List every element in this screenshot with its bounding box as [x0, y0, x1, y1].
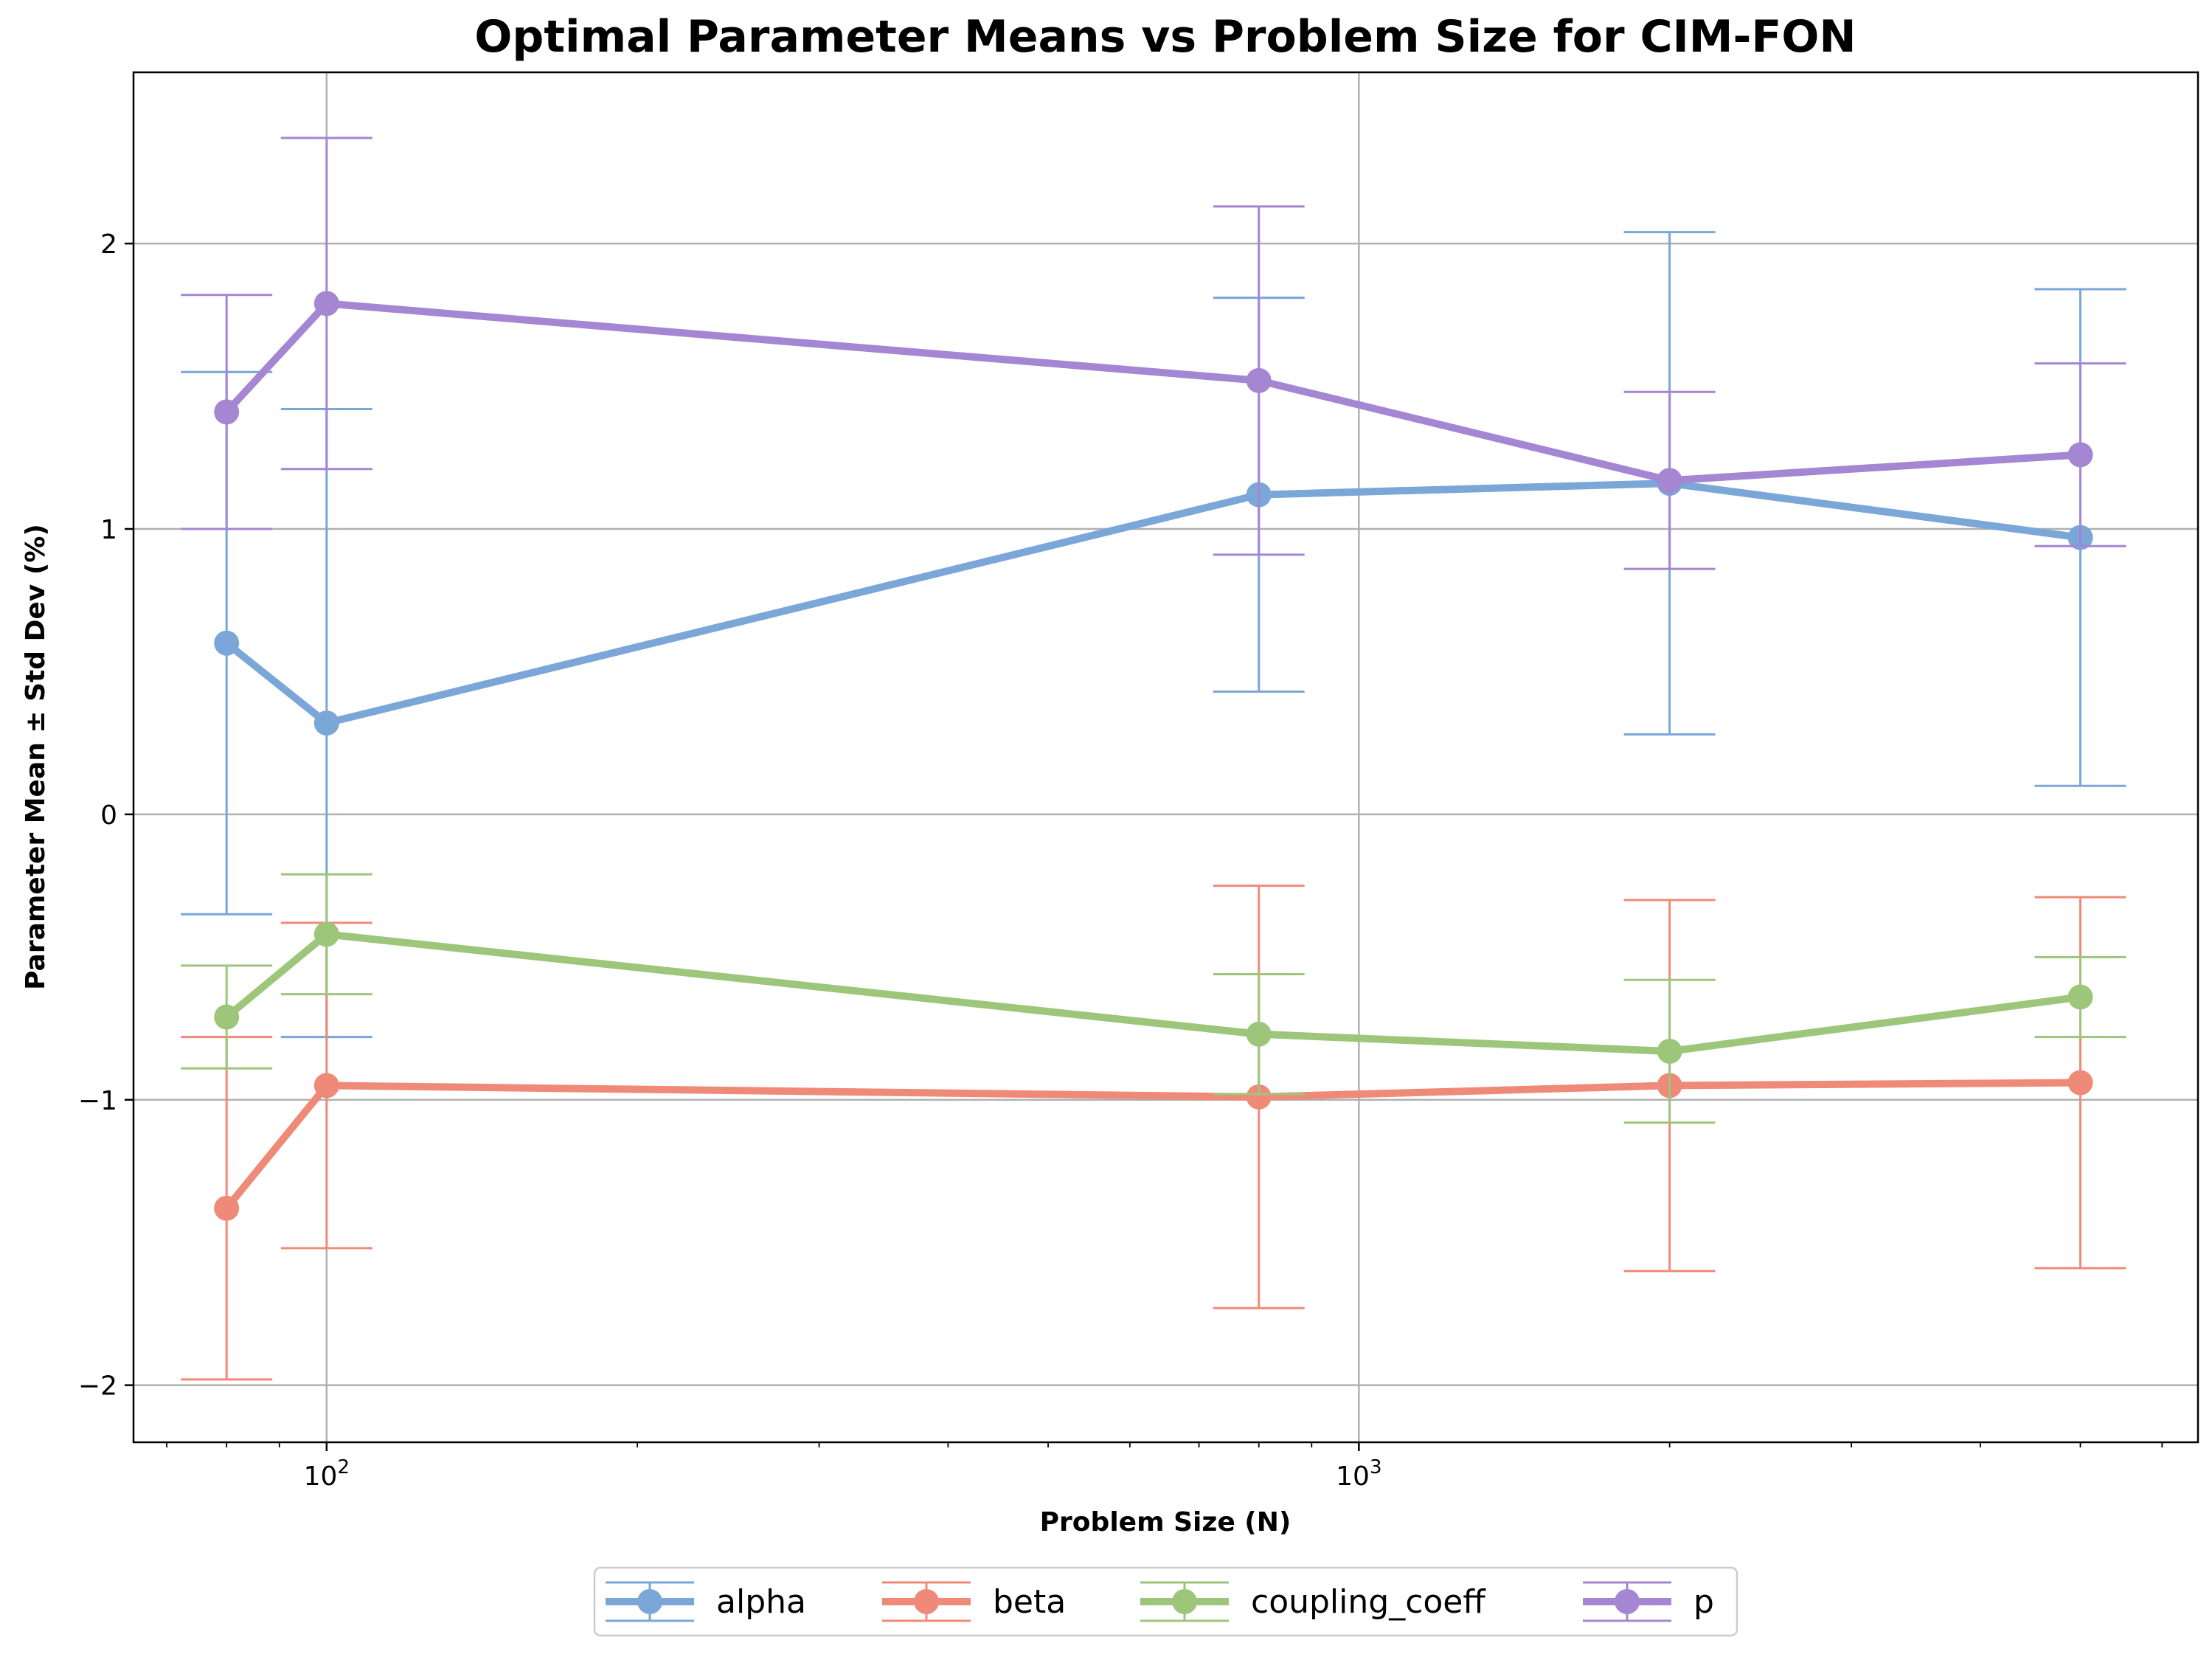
marker-beta: [313, 1073, 339, 1098]
series-p: [181, 136, 2126, 570]
y-tick-label: −1: [78, 1086, 117, 1116]
y-tick-label: 1: [100, 515, 117, 545]
marker-beta: [1246, 1084, 1272, 1110]
grid-layer: [134, 72, 2198, 1442]
x-axis-label: Problem Size (N): [1040, 1507, 1292, 1537]
legend-marker-coupling_coeff: [1172, 1589, 1197, 1614]
marker-p: [1246, 367, 1272, 393]
marker-alpha: [214, 630, 240, 656]
line-beta: [223, 1079, 2084, 1212]
y-axis-label: Parameter Mean ± Std Dev (%): [21, 524, 51, 990]
y-tick-label: 0: [100, 800, 117, 831]
series-coupling_coeff: [181, 873, 2126, 1124]
chart-title: Optimal Parameter Means vs Problem Size …: [474, 11, 1856, 63]
line-coupling_coeff: [223, 930, 2084, 1055]
x-tick-label: 102: [304, 1456, 350, 1492]
marker-coupling_coeff: [214, 1004, 240, 1030]
marker-p: [1657, 468, 1682, 494]
marker-coupling_coeff: [1246, 1021, 1272, 1047]
y-tick-label: 2: [100, 229, 117, 260]
marker-beta: [2067, 1070, 2093, 1096]
legend-marker-beta: [914, 1589, 939, 1614]
marker-coupling_coeff: [1657, 1038, 1682, 1064]
line-alpha: [223, 480, 2084, 727]
legend-marker-p: [1615, 1589, 1640, 1614]
tick-layer: −2 −1 0 1 2 102 103: [78, 229, 2163, 1492]
marker-p: [2067, 442, 2093, 468]
marker-coupling_coeff: [313, 921, 339, 947]
legend-label-beta: beta: [993, 1583, 1066, 1621]
marker-alpha: [313, 710, 339, 736]
line-p: [223, 300, 2084, 485]
legend-marker-alpha: [637, 1589, 662, 1614]
legend-label-alpha: alpha: [716, 1583, 806, 1621]
legend-label-coupling_coeff: coupling_coeff: [1251, 1583, 1486, 1621]
y-tick-label: −2: [78, 1371, 117, 1402]
legend-label-p: p: [1693, 1583, 1714, 1621]
x-tick-label: 103: [1336, 1456, 1381, 1492]
marker-coupling_coeff: [2067, 984, 2093, 1010]
series-alpha: [181, 231, 2126, 1039]
series-layer: [181, 136, 2126, 1381]
plot-frame: [132, 71, 2199, 1444]
marker-p: [214, 399, 240, 425]
marker-beta: [214, 1195, 240, 1221]
legend: alpha beta coupling_coeff p: [593, 1566, 1738, 1637]
marker-p: [313, 291, 339, 316]
series-beta: [181, 885, 2126, 1381]
